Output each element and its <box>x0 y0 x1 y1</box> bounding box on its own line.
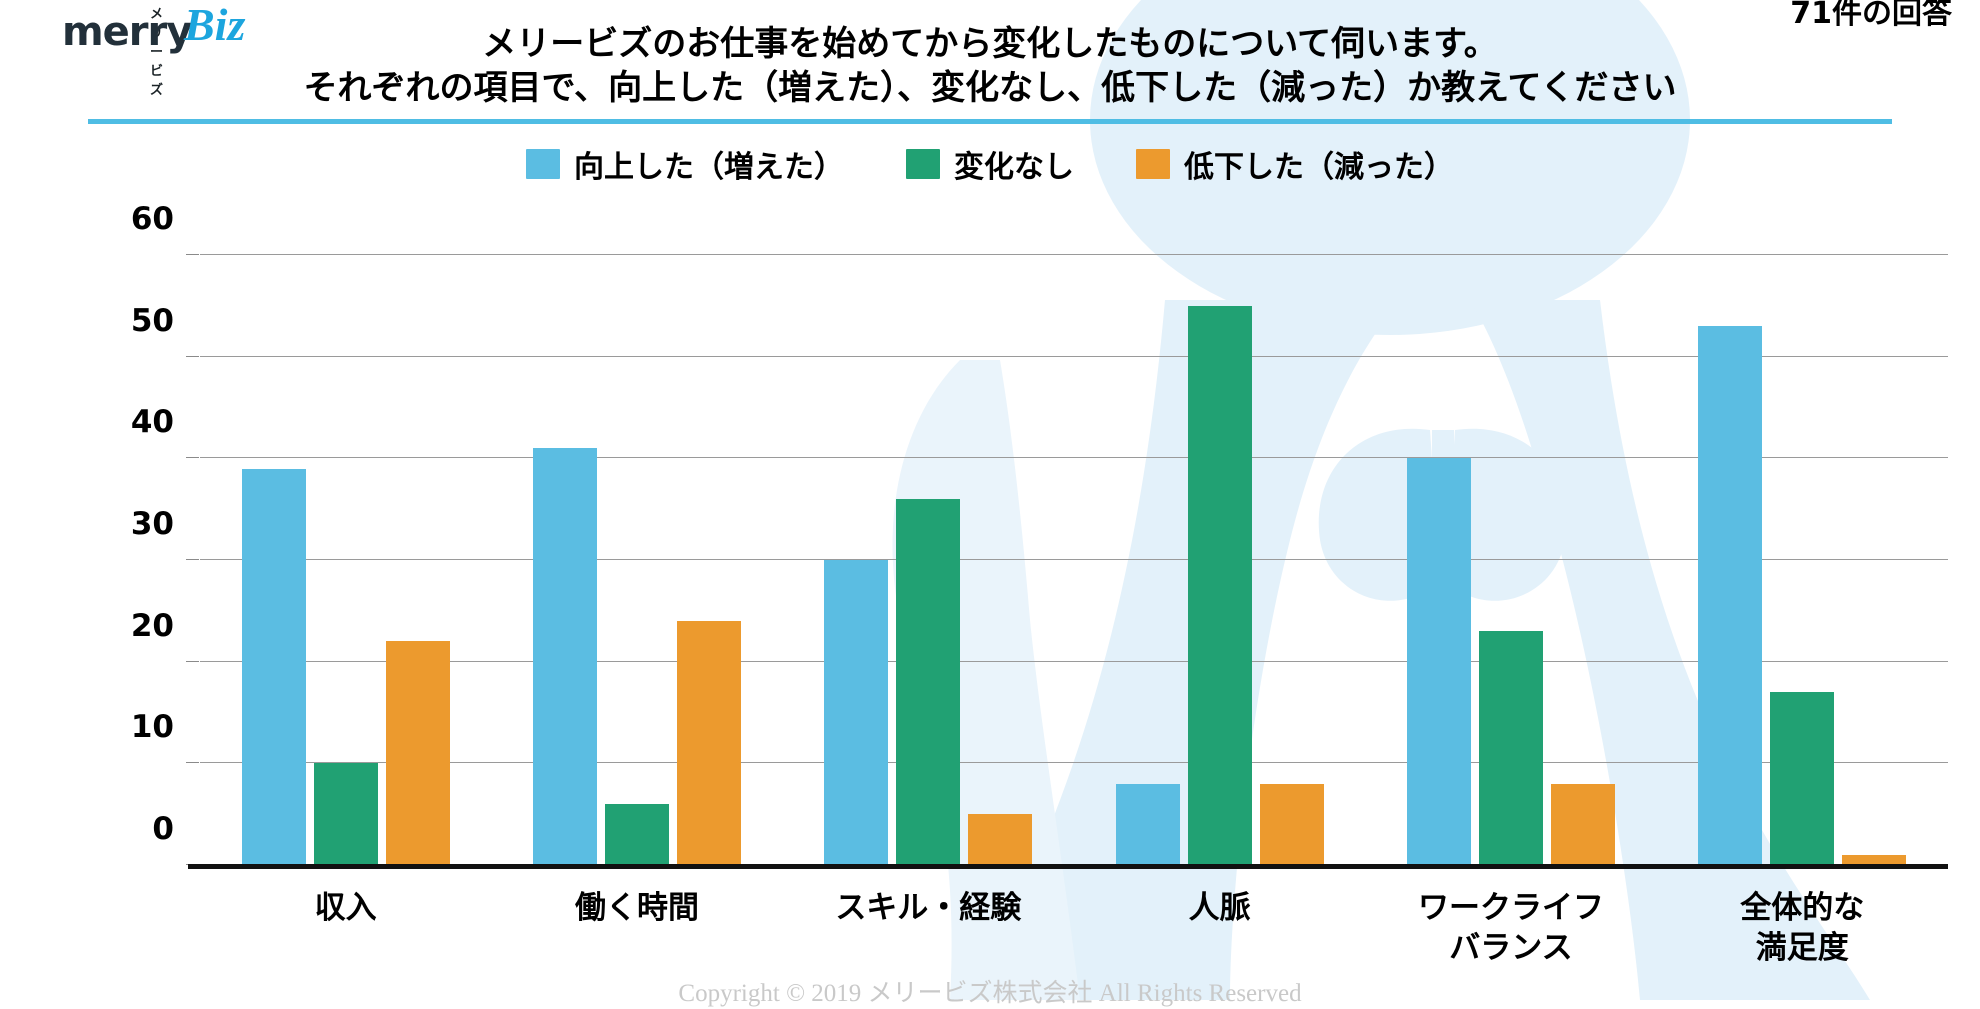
bar-declined[interactable] <box>1842 854 1907 865</box>
legend-item-declined: 低下した（減った） <box>1136 142 1454 186</box>
y-axis-tick-label: 10 <box>130 709 174 746</box>
bar-declined[interactable] <box>968 814 1033 865</box>
bar-improved[interactable] <box>1406 458 1471 865</box>
bar-declined[interactable] <box>676 621 741 865</box>
bar-unchanged[interactable] <box>1478 631 1543 865</box>
x-axis-category-label: 収入 <box>314 890 377 926</box>
bar-improved[interactable] <box>532 448 597 865</box>
y-axis-tick <box>186 559 199 560</box>
y-axis-tick <box>186 762 199 764</box>
brand-logo-kana: メリービズ <box>150 7 165 98</box>
bar-improved[interactable] <box>241 468 306 865</box>
legend-label-unchanged: 変化なし <box>954 150 1074 185</box>
y-axis-tick-label: 50 <box>130 302 174 339</box>
bar-group: 収入 <box>200 255 491 926</box>
chart-x-axis-line <box>188 864 1948 869</box>
y-axis-tick-label: 30 <box>130 506 174 542</box>
bar-unchanged[interactable] <box>313 763 378 865</box>
gridline <box>200 254 1948 255</box>
bar-improved[interactable] <box>1115 783 1180 865</box>
y-axis-tick-label: 20 <box>130 607 174 644</box>
brand-logo-wordmark: merry <box>62 9 192 55</box>
footer-copyright: Copyright © 2019 メリービズ株式会社 All Rights Re… <box>678 980 1302 1007</box>
y-axis-tick-label: 0 <box>152 811 174 847</box>
bar-unchanged[interactable] <box>604 804 669 865</box>
chart-legend: 向上した（増えた） 変化なし 低下した（減った） <box>0 142 1980 186</box>
bar-unchanged[interactable] <box>1187 305 1252 865</box>
y-axis-tick <box>186 457 199 459</box>
bar-group: 働く時間 <box>491 255 782 926</box>
chart-bar-groups: 収入 働く時間 スキル・経験 人脈 ワークライフ バランス 全体的な 満足度 <box>200 255 1948 966</box>
legend-label-declined: 低下した（減った） <box>1184 150 1454 185</box>
brand-logo-script: Biz <box>184 0 246 50</box>
y-axis-tick <box>186 660 199 662</box>
y-axis-tick <box>186 254 199 255</box>
y-axis-tick-label: 60 <box>130 201 174 237</box>
bar-declined[interactable] <box>385 641 450 865</box>
bar-group: スキル・経験 <box>783 255 1074 926</box>
x-axis-category-label: 全体的な 満足度 <box>1740 890 1865 966</box>
legend-swatch-declined <box>1136 149 1170 179</box>
bar-declined[interactable] <box>1550 783 1615 865</box>
chart-plot-area: 0 10 20 30 40 50 60 収入 働く時間 スキル・経験 人脈 ワークライフ バランス 全… <box>131 201 1948 966</box>
x-axis-category-label: 人脈 <box>1188 890 1251 926</box>
y-axis-tick <box>186 355 199 357</box>
bar-group: 全体的な 満足度 <box>1657 255 1948 966</box>
bar-group: 人脈 <box>1074 255 1365 926</box>
response-count: 71件の回答 <box>1790 0 1952 31</box>
title-divider-rule <box>88 119 1892 124</box>
page-title: メリービズのお仕事を始めてから変化したものについて伺います。 それぞれの項目で、… <box>0 22 1980 110</box>
y-axis-tick-label: 40 <box>130 404 174 441</box>
legend-label-improved: 向上した（増えた） <box>574 150 844 185</box>
x-axis-category-label: ワークライフ バランス <box>1417 890 1604 966</box>
bar-unchanged[interactable] <box>1770 692 1835 865</box>
legend-item-unchanged: 変化なし <box>906 142 1074 186</box>
bar-improved[interactable] <box>824 560 889 865</box>
bar-declined[interactable] <box>1259 783 1324 865</box>
bar-improved[interactable] <box>1698 326 1763 865</box>
x-axis-category-label: 働く時間 <box>574 890 699 926</box>
page-title-line-2: それぞれの項目で、向上した（増えた）、変化なし、低下した（減った）か教えてくださ… <box>303 68 1677 109</box>
page-title-line-1: メリービズのお仕事を始めてから変化したものについて伺います。 <box>482 24 1498 64</box>
bar-group: ワークライフ バランス <box>1365 255 1656 966</box>
legend-swatch-improved <box>526 149 560 179</box>
bar-unchanged[interactable] <box>896 499 961 865</box>
legend-item-improved: 向上した（増えた） <box>526 142 844 186</box>
legend-swatch-unchanged <box>906 149 940 179</box>
x-axis-category-label: スキル・経験 <box>835 890 1022 926</box>
